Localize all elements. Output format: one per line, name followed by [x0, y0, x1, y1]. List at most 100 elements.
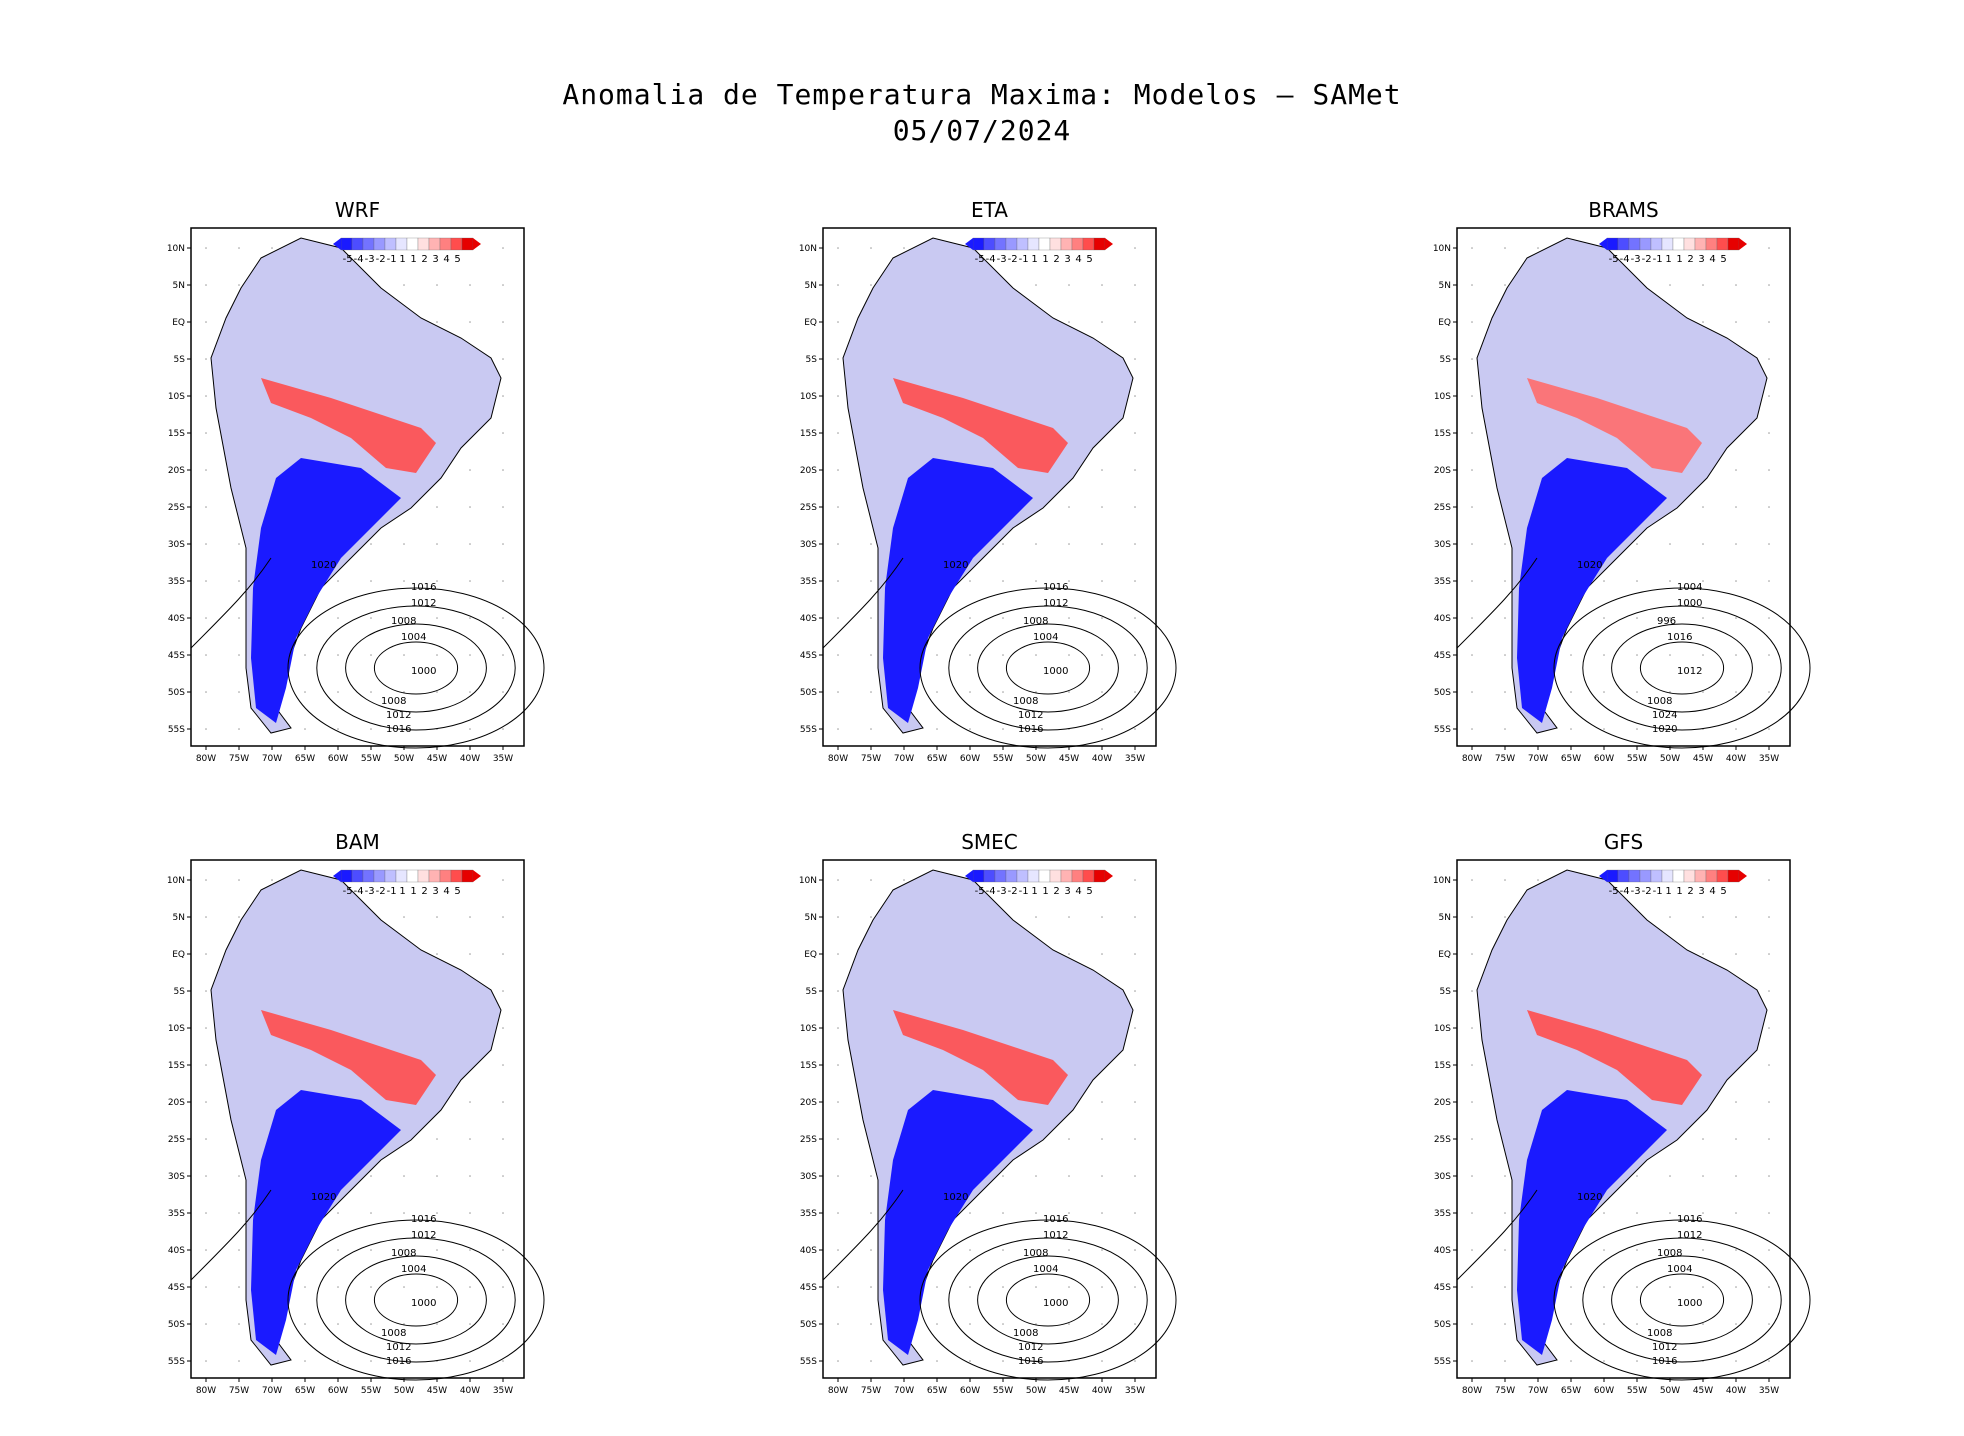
colorbar-tick-label: -2 [376, 886, 386, 897]
colorbar-tick-label: -4 [986, 254, 996, 265]
longitude-tick-label: 55W [1627, 1386, 1647, 1396]
longitude-tick-label: 55W [993, 1386, 1013, 1396]
longitude-tick-label: 50W [394, 1386, 414, 1396]
latitude-tick-label: 30S [1434, 1172, 1451, 1182]
colorbar-swatch [1038, 869, 1051, 883]
colorbar-tick-label: 5 [1720, 254, 1726, 265]
colorbar-swatch [983, 869, 996, 883]
colorbar-swatch [1093, 869, 1106, 883]
latitude-tick-label: 50S [168, 688, 185, 698]
colorbar-swatch [362, 869, 375, 883]
colorbar-swatch [1016, 237, 1029, 251]
contour-label: 1020 [1652, 724, 1677, 735]
colorbar-swatch [461, 237, 474, 251]
longitude-tick-label: 35W [1759, 1386, 1779, 1396]
contour-label: 1008 [1023, 1248, 1048, 1259]
colorbar-swatch [417, 237, 430, 251]
contour-label: 1004 [401, 1264, 426, 1275]
latitude-tick-label: 30S [168, 540, 185, 550]
colorbar-swatch [362, 237, 375, 251]
latitude-tick-label: 45S [800, 651, 817, 661]
latitude-tick-label: 10S [168, 392, 185, 402]
contour-label: 1004 [1677, 582, 1702, 593]
latitude-tick-label: 5S [806, 987, 818, 997]
cold-anomaly-region [1517, 458, 1667, 723]
panel-title: BRAMS [1588, 198, 1659, 222]
colorbar-max-arrow [473, 870, 481, 882]
colorbar-tick-label: 2 [1053, 254, 1059, 265]
latitude-tick-label: 10S [1434, 1024, 1451, 1034]
cold-anomaly-region [883, 1090, 1033, 1355]
contour-label: 996 [1657, 616, 1676, 627]
colorbar-swatch [1727, 869, 1740, 883]
pressure-contour [1005, 641, 1091, 695]
contour-label: 1008 [1013, 696, 1038, 707]
pressure-contour [316, 1237, 516, 1363]
colorbar-swatch [1716, 237, 1729, 251]
pressure-contour [287, 587, 545, 749]
latitude-tick-label: 45S [1434, 651, 1451, 661]
contour-label: 1008 [1647, 696, 1672, 707]
colorbar-tick-label: -5 [343, 254, 353, 265]
latitude-tick-label: 40S [168, 614, 185, 624]
colorbar-tick-label: -2 [1008, 886, 1018, 897]
map-svg: 1016 1012 1008 1004 1000 1008 1012 1016 1020 -5 -4… [167, 859, 545, 1396]
colorbar-tick-label: 1 [1665, 254, 1671, 265]
colorbar-swatch [340, 237, 353, 251]
latitude-tick-label: 40S [1434, 614, 1451, 624]
colorbar-swatch [1639, 237, 1652, 251]
contour-label: 1016 [411, 1214, 436, 1225]
colorbar-max-arrow [1105, 238, 1113, 250]
colorbar-tick-label: 3 [1064, 254, 1070, 265]
colorbar-swatch [1606, 869, 1619, 883]
colorbar-swatch [1049, 237, 1062, 251]
longitude-tick-label: 35W [1759, 754, 1779, 764]
latitude-tick-label: 30S [800, 540, 817, 550]
map-panel-eta: ETA 1016 1012 1008 1004 1000 1008 1012 1016 1020 -… [799, 198, 1177, 764]
longitude-tick-label: 45W [1059, 754, 1079, 764]
longitude-tick-label: 50W [1026, 1386, 1046, 1396]
longitude-tick-label: 50W [1026, 754, 1046, 764]
latitude-tick-label: 15S [800, 1061, 817, 1071]
colorbar-swatch [406, 237, 419, 251]
contour-label: 1016 [1018, 724, 1043, 735]
contour-label: 1016 [1043, 1214, 1068, 1225]
colorbar-tick-label: 4 [1709, 886, 1715, 897]
contour-label: 1016 [1667, 632, 1692, 643]
contour-label: 1000 [411, 1298, 436, 1309]
colorbar-swatch [1617, 237, 1630, 251]
colorbar-swatch [428, 869, 441, 883]
contour-label: 1020 [943, 1192, 968, 1203]
latitude-tick-label: 5S [1440, 987, 1452, 997]
latitude-tick-label: EQ [804, 318, 817, 328]
colorbar-swatch [1705, 869, 1718, 883]
colorbar-swatch [1082, 237, 1095, 251]
longitude-tick-label: 70W [262, 754, 282, 764]
panel-title: GFS [1603, 830, 1644, 854]
contour-label: 1020 [311, 560, 336, 571]
contour-label: 1012 [1018, 1342, 1043, 1353]
contour-label: 1016 [1018, 1356, 1043, 1367]
colorbar-tick-label: -1 [1653, 254, 1663, 265]
latitude-tick-label: 20S [168, 1098, 185, 1108]
latitude-tick-label: 45S [168, 651, 185, 661]
longitude-tick-label: 65W [295, 1386, 315, 1396]
colorbar-tick-label: 4 [443, 886, 449, 897]
longitude-tick-label: 60W [1594, 1386, 1614, 1396]
contour-label: 1008 [1023, 616, 1048, 627]
colorbar-swatch [1650, 237, 1663, 251]
colorbar-swatch [395, 237, 408, 251]
latitude-tick-label: 10N [799, 876, 817, 886]
colorbar-swatch [1027, 237, 1040, 251]
contour-label: 1020 [1577, 1192, 1602, 1203]
colorbar-swatch [983, 237, 996, 251]
contour-label: 1004 [1667, 1264, 1692, 1275]
pressure-contour [345, 623, 487, 713]
longitude-tick-label: 55W [993, 754, 1013, 764]
colorbar-swatch [1005, 869, 1018, 883]
longitude-tick-label: 45W [1059, 1386, 1079, 1396]
colorbar-swatch [972, 869, 985, 883]
longitude-tick-label: 80W [828, 754, 848, 764]
colorbar-swatch [1071, 237, 1084, 251]
longitude-tick-label: 80W [828, 1386, 848, 1396]
